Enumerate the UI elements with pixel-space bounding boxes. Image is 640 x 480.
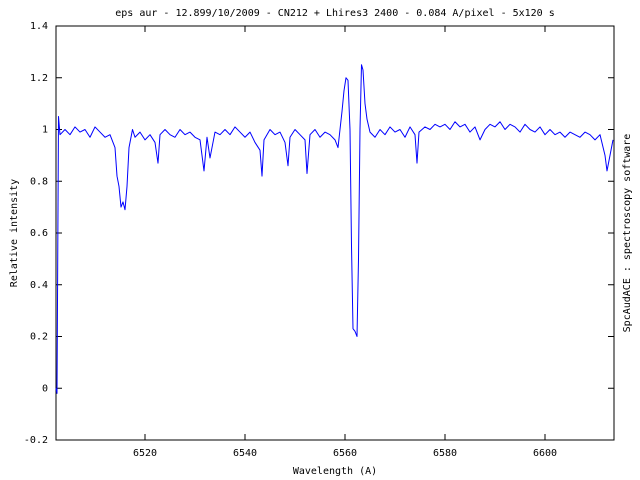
y-tick-label: 1	[42, 125, 48, 136]
y-tick-label: 0.2	[30, 332, 48, 343]
y-axis-label: Relative intensity	[9, 179, 20, 287]
annotation: SpcAudACE : spectroscopy software	[622, 134, 633, 333]
x-tick-label: 6580	[433, 448, 457, 459]
y-tick-label: 1.2	[30, 73, 48, 84]
x-tick-label: 6560	[333, 448, 357, 459]
spectrum-line	[55, 64, 614, 394]
y-tick-label: -0.2	[24, 435, 48, 446]
x-tick-label: 6600	[533, 448, 557, 459]
y-tick-label: 0	[42, 383, 48, 394]
y-tick-label: 0.4	[30, 280, 48, 291]
chart-title: eps aur - 12.899/10/2009 - CN212 + Lhire…	[115, 8, 555, 19]
y-tick-label: 0.8	[30, 176, 48, 187]
y-tick-label: 1.4	[30, 21, 48, 32]
x-axis-label: Wavelength (A)	[293, 466, 377, 477]
x-tick-label: 6540	[233, 448, 257, 459]
y-tick-label: 0.6	[30, 228, 48, 239]
x-tick-label: 6520	[133, 448, 157, 459]
